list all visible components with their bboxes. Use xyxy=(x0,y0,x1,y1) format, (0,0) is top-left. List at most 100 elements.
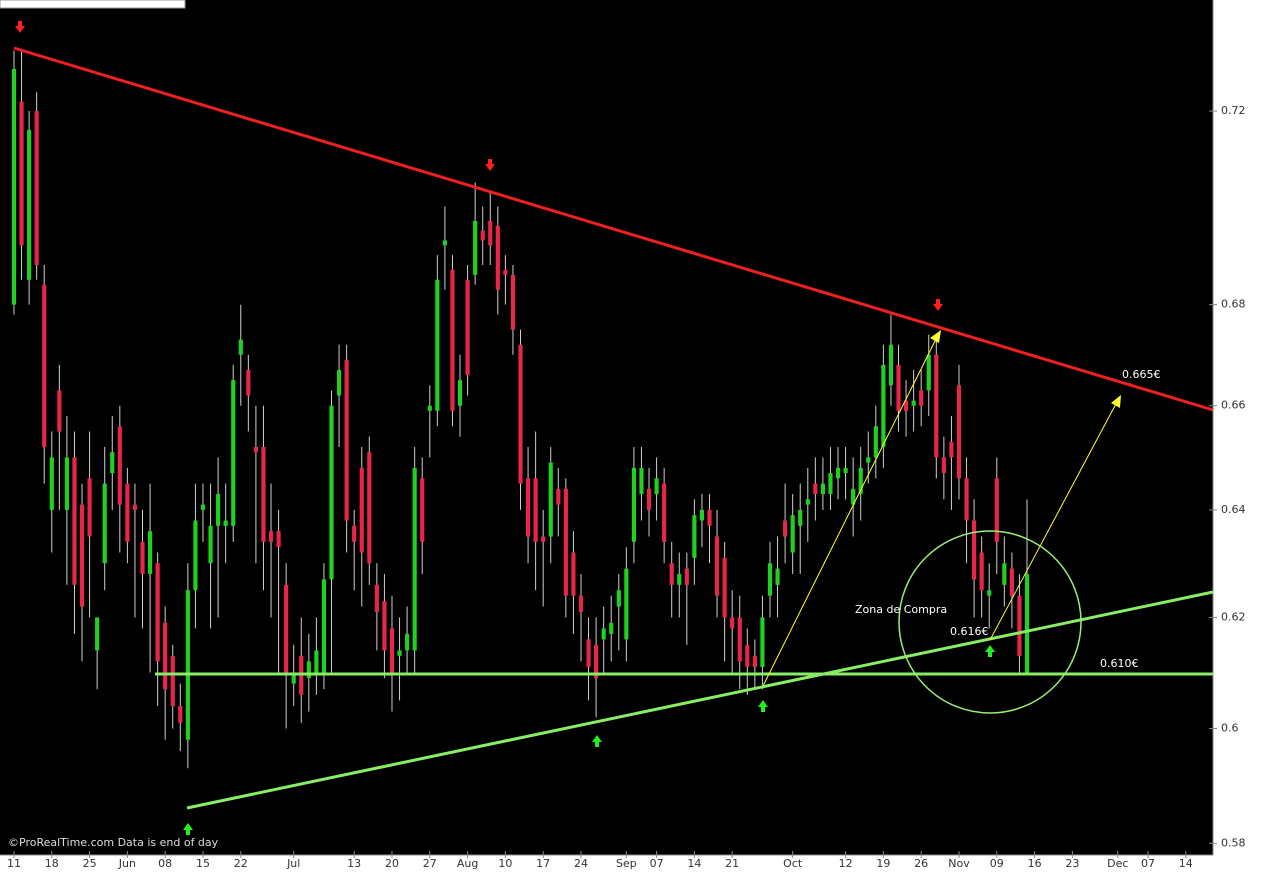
candle-body xyxy=(427,405,432,411)
candle-body xyxy=(223,520,228,526)
y-tick-label: 0.62 xyxy=(1221,610,1246,623)
candle-body xyxy=(284,584,289,673)
candle-body xyxy=(367,452,372,564)
candle-body xyxy=(19,101,24,246)
candle-body xyxy=(820,483,825,495)
projection-line xyxy=(762,334,939,687)
candle-body xyxy=(760,617,765,667)
y-tick-label: 0.66 xyxy=(1221,399,1246,412)
candle-body xyxy=(442,240,447,246)
candle-body xyxy=(737,617,742,662)
candle-body xyxy=(200,504,206,510)
candle-body xyxy=(934,354,939,458)
candle-body xyxy=(548,462,553,537)
candle-body xyxy=(110,452,115,474)
candle-body xyxy=(873,426,878,458)
candle-body xyxy=(556,488,561,505)
candle-body xyxy=(42,284,47,448)
candle-body xyxy=(888,344,894,386)
candle-body xyxy=(79,504,85,607)
x-tick-label: Sep xyxy=(616,857,637,870)
candle-body xyxy=(72,457,77,585)
candle-body xyxy=(344,359,349,521)
candle-body xyxy=(586,639,591,667)
candle-body xyxy=(979,552,984,591)
candle-body xyxy=(783,520,788,537)
x-tick-label: Dec xyxy=(1107,857,1128,870)
candle-body xyxy=(261,447,266,542)
candle-body xyxy=(525,478,531,537)
x-tick-label: Oct xyxy=(783,857,803,870)
candle-body xyxy=(276,531,281,548)
candle-body xyxy=(745,644,750,667)
candle-body xyxy=(911,400,916,406)
x-tick-label: 21 xyxy=(725,857,739,870)
candle-body xyxy=(503,269,508,275)
candle-body xyxy=(851,488,856,505)
candle-body xyxy=(843,467,848,474)
candle-body xyxy=(473,220,478,275)
footer: ©ProRealTime.com Data is end of day xyxy=(8,836,219,849)
x-tick-label: 24 xyxy=(574,857,588,870)
x-tick-label: 20 xyxy=(385,857,399,870)
candle-body xyxy=(624,568,629,640)
candle-body xyxy=(722,557,727,618)
annotation: 0.610€ xyxy=(1100,657,1139,670)
candle-body xyxy=(594,644,599,679)
candle-body xyxy=(216,494,221,526)
annotation: 0.665€ xyxy=(1122,368,1161,381)
candle-body xyxy=(866,457,871,463)
candle-body xyxy=(533,478,538,542)
x-tick-label: 07 xyxy=(1141,857,1155,870)
candle-body xyxy=(117,426,122,505)
candle-body xyxy=(790,515,795,553)
candle-body xyxy=(994,478,999,542)
candle-body xyxy=(835,467,841,479)
candle-body xyxy=(563,488,568,596)
candles xyxy=(11,50,1030,769)
x-tick-label: 13 xyxy=(347,857,361,870)
x-tick-label: Aug xyxy=(457,857,478,870)
candle-body xyxy=(49,457,54,510)
candle-body xyxy=(896,364,901,411)
x-tick-label: 27 xyxy=(423,857,437,870)
candle-body xyxy=(767,563,773,596)
candle-body xyxy=(193,520,198,591)
candle-body xyxy=(1024,574,1030,673)
candle-body xyxy=(27,129,32,280)
x-tick-label: 16 xyxy=(1028,857,1042,870)
candle-body xyxy=(858,467,863,495)
candle-body xyxy=(246,369,251,396)
candle-body xyxy=(178,705,183,723)
candle-body xyxy=(34,111,39,266)
candle-body xyxy=(609,622,614,634)
candle-body xyxy=(450,269,455,411)
candle-body xyxy=(412,467,417,651)
x-tick-label: 11 xyxy=(7,857,21,870)
candle-body xyxy=(329,405,334,580)
candle-body xyxy=(1002,563,1007,585)
y-tick-label: 0.72 xyxy=(1221,104,1246,117)
rising-support-line xyxy=(186,590,1214,810)
x-tick-label: Jul xyxy=(286,857,300,870)
candle-body xyxy=(631,467,636,542)
candle-body xyxy=(510,274,516,330)
candle-body xyxy=(11,68,17,305)
candle-body xyxy=(208,525,213,564)
candle-body xyxy=(488,220,493,246)
candle-body xyxy=(389,628,395,673)
candle-body xyxy=(639,467,644,495)
candle-body xyxy=(578,595,584,612)
candle-body xyxy=(374,584,379,612)
candle-body xyxy=(352,525,357,542)
candle-body xyxy=(155,563,160,662)
candle-body xyxy=(397,650,402,656)
candle-body xyxy=(752,655,757,667)
candle-body xyxy=(828,473,833,495)
candle-body xyxy=(238,339,243,355)
candle-body xyxy=(140,541,145,575)
candle-body xyxy=(95,617,100,651)
x-tick-label: 19 xyxy=(876,857,890,870)
